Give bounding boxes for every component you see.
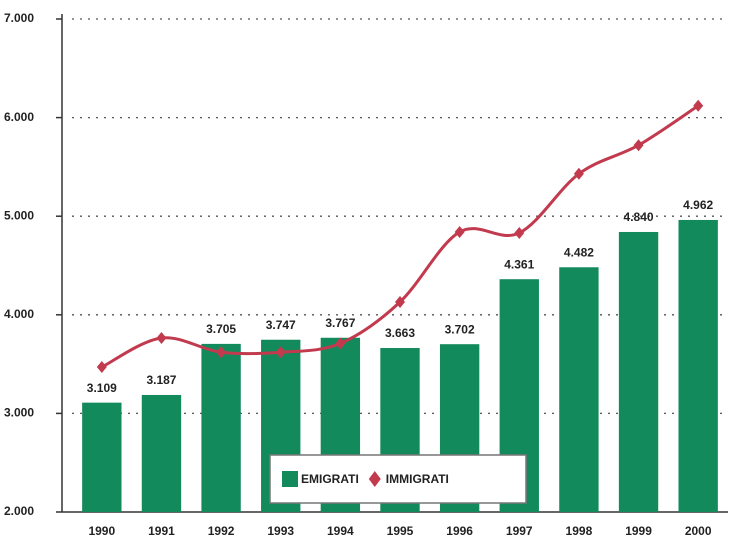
value-label: 3.747	[266, 318, 296, 332]
bar	[201, 344, 240, 512]
x-tick-label: 1992	[208, 524, 235, 538]
value-label: 4.962	[683, 198, 713, 212]
legend-swatch	[282, 471, 298, 487]
value-label: 4.482	[564, 245, 594, 259]
chart: 2.000 3.000 4.000 5.000 6.000 7.000 1990 1991 19…	[0, 0, 731, 551]
x-tick-label: 2000	[685, 524, 712, 538]
value-label: 3.705	[206, 322, 236, 336]
y-tick-label: 5.000	[4, 208, 34, 222]
line-marker	[634, 139, 644, 151]
x-tick-label: 1999	[625, 524, 652, 538]
legend-label: EMIGRATI	[301, 472, 359, 486]
x-tick-label: 1996	[446, 524, 473, 538]
x-tick-label: 1995	[387, 524, 414, 538]
y-tick-label: 3.000	[4, 406, 34, 420]
bar	[142, 395, 181, 512]
bar	[82, 403, 121, 512]
x-tick-label: 1990	[88, 524, 115, 538]
bar	[679, 220, 718, 512]
x-tick-label: 1998	[566, 524, 593, 538]
legend-label: IMMIGRATI	[386, 472, 449, 486]
x-tick-label: 1993	[267, 524, 294, 538]
x-tick-label: 1997	[506, 524, 533, 538]
y-tick-label: 2.000	[4, 504, 34, 518]
y-tick-label: 6.000	[4, 110, 34, 124]
value-label: 3.109	[87, 381, 117, 395]
value-label: 3.187	[146, 373, 176, 387]
value-label: 3.663	[385, 326, 415, 340]
value-label: 4.361	[504, 257, 534, 271]
value-label: 3.702	[445, 322, 475, 336]
bar	[559, 267, 598, 512]
value-label: 3.767	[325, 316, 355, 330]
line-marker	[156, 332, 166, 344]
x-tick-label: 1994	[327, 524, 354, 538]
line-marker	[514, 227, 524, 239]
line-marker	[97, 361, 107, 373]
value-label: 4.840	[624, 210, 654, 224]
y-tick-label: 7.000	[4, 11, 34, 25]
bar	[619, 232, 658, 512]
y-tick-label: 4.000	[4, 307, 34, 321]
legend: EMIGRATI IMMIGRATI	[270, 455, 526, 503]
line-marker	[693, 100, 703, 112]
x-tick-label: 1991	[148, 524, 175, 538]
